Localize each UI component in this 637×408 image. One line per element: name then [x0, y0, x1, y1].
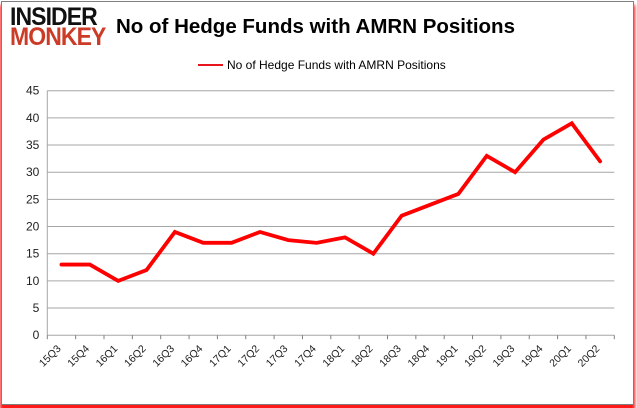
svg-text:16Q1: 16Q1	[94, 343, 121, 370]
svg-text:35: 35	[26, 138, 40, 152]
svg-text:10: 10	[26, 274, 40, 288]
svg-text:17Q3: 17Q3	[264, 343, 291, 370]
svg-text:0: 0	[33, 328, 40, 342]
svg-text:19Q2: 19Q2	[462, 343, 489, 370]
svg-text:17Q4: 17Q4	[292, 343, 319, 370]
svg-text:20Q2: 20Q2	[576, 343, 603, 370]
svg-text:16Q2: 16Q2	[122, 343, 149, 370]
svg-text:40: 40	[26, 111, 40, 125]
svg-text:45: 45	[26, 84, 40, 98]
svg-text:19Q4: 19Q4	[519, 343, 546, 370]
svg-text:17Q1: 17Q1	[207, 343, 234, 370]
svg-text:15: 15	[26, 247, 40, 261]
svg-text:16Q3: 16Q3	[150, 343, 177, 370]
svg-text:19Q1: 19Q1	[434, 343, 461, 370]
svg-text:30: 30	[26, 165, 40, 179]
svg-text:16Q4: 16Q4	[179, 343, 206, 370]
svg-text:17Q2: 17Q2	[235, 343, 262, 370]
svg-text:19Q3: 19Q3	[491, 343, 518, 370]
svg-text:18Q2: 18Q2	[349, 343, 376, 370]
svg-text:5: 5	[33, 301, 40, 315]
svg-text:20: 20	[26, 220, 40, 234]
svg-text:20Q1: 20Q1	[547, 343, 574, 370]
svg-text:18Q3: 18Q3	[377, 343, 404, 370]
svg-text:18Q1: 18Q1	[320, 343, 347, 370]
svg-text:25: 25	[26, 192, 40, 206]
svg-text:15Q3: 15Q3	[37, 343, 64, 370]
svg-text:18Q4: 18Q4	[406, 343, 433, 370]
svg-text:15Q4: 15Q4	[65, 343, 92, 370]
